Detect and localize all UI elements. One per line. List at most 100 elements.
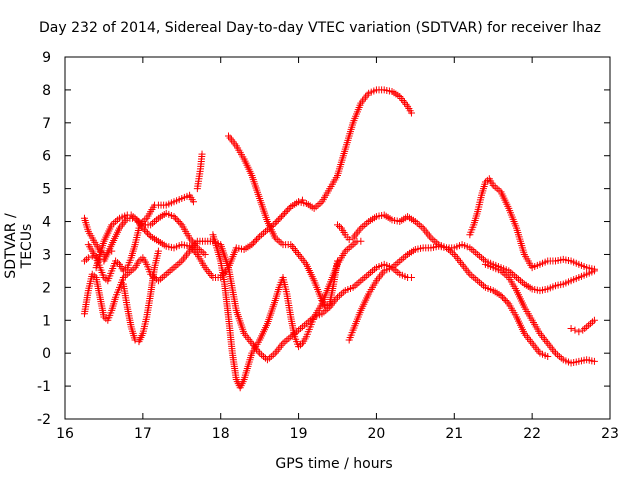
data-point — [282, 208, 290, 216]
data-point — [108, 247, 116, 255]
x-tick-label: 22 — [523, 426, 541, 442]
data-point — [260, 352, 268, 360]
data-point — [392, 267, 400, 275]
data-point — [199, 249, 207, 257]
data-point — [472, 275, 480, 283]
data-point — [267, 352, 275, 360]
data-point — [583, 323, 591, 331]
data-point — [198, 150, 206, 158]
data-point — [502, 297, 510, 305]
data-point — [283, 336, 291, 344]
data-point — [174, 260, 182, 268]
data-point — [345, 244, 353, 252]
data-point — [285, 334, 293, 342]
data-point — [555, 352, 563, 360]
data-point — [172, 262, 180, 270]
data-point — [415, 221, 423, 229]
data-point — [513, 273, 521, 281]
data-point — [359, 222, 367, 230]
y-tick-label: 2 — [42, 280, 51, 296]
data-point — [274, 216, 282, 224]
data-point — [590, 316, 598, 324]
data-point — [256, 232, 264, 240]
y-tick-label: -2 — [37, 412, 51, 428]
data-point — [357, 277, 365, 285]
data-point — [298, 323, 306, 331]
data-point — [367, 269, 375, 277]
data-point — [585, 321, 593, 329]
y-tick-label: 7 — [42, 116, 51, 132]
data-point — [260, 229, 268, 237]
x-tick-label: 23 — [601, 426, 619, 442]
data-point — [275, 237, 283, 245]
data-point — [394, 259, 402, 267]
data-point — [553, 351, 561, 359]
data-point — [359, 275, 367, 283]
data-point — [84, 254, 92, 262]
data-point — [100, 250, 108, 258]
data-point — [345, 236, 353, 244]
data-point — [349, 241, 357, 249]
x-tick-label: 16 — [56, 426, 74, 442]
data-point — [343, 246, 351, 254]
data-point — [335, 292, 343, 300]
data-point — [571, 326, 579, 334]
series-satellite-track-B — [84, 191, 197, 285]
data-point — [123, 270, 131, 278]
data-point — [248, 241, 256, 249]
data-point — [166, 267, 174, 275]
data-point — [277, 239, 285, 247]
data-point — [357, 237, 365, 245]
data-point — [369, 267, 377, 275]
data-point — [156, 275, 164, 283]
data-point — [154, 247, 162, 255]
data-point — [112, 218, 120, 226]
data-point — [170, 213, 178, 221]
data-point — [590, 265, 598, 273]
chart-title: Day 232 of 2014, Sidereal Day-to-day VTE… — [39, 20, 601, 36]
y-tick-label: 3 — [42, 247, 51, 263]
series-satellite-track-I — [334, 211, 598, 295]
data-point — [173, 216, 181, 224]
y-tick-label: 1 — [42, 313, 51, 329]
data-point — [337, 290, 345, 298]
data-point — [353, 280, 361, 288]
data-point — [448, 249, 456, 257]
x-tick-label: 21 — [445, 426, 463, 442]
data-point — [474, 277, 482, 285]
data-point — [265, 354, 273, 362]
data-point — [258, 231, 266, 239]
data-point — [361, 221, 369, 229]
data-point — [363, 272, 371, 280]
data-point — [407, 109, 415, 117]
data-point — [429, 236, 437, 244]
data-point — [365, 270, 373, 278]
y-tick-label: 8 — [42, 83, 51, 99]
series-satellite-track-L — [481, 260, 598, 367]
x-tick-label: 17 — [134, 426, 152, 442]
data-point — [516, 277, 524, 285]
data-point — [493, 185, 501, 193]
data-point — [476, 252, 484, 260]
x-tick-label: 20 — [368, 426, 386, 442]
data-point — [249, 239, 257, 247]
data-point — [127, 211, 135, 219]
data-point — [351, 239, 359, 247]
series-satellite-track-K — [466, 175, 598, 273]
data-point — [129, 265, 137, 273]
series-satellite-track-D — [92, 209, 209, 272]
data-point — [297, 325, 305, 332]
data-point — [581, 325, 589, 332]
data-point — [398, 255, 406, 263]
data-point — [588, 318, 596, 326]
data-point — [129, 213, 137, 221]
series-satellite-track-O — [193, 150, 206, 193]
series-satellite-track-G — [225, 132, 341, 311]
data-point — [431, 237, 439, 245]
data-point — [575, 328, 583, 336]
data-point — [500, 295, 508, 303]
data-point — [499, 293, 507, 301]
plot-border — [64, 56, 611, 420]
data-point — [269, 351, 277, 359]
data-point — [334, 257, 341, 265]
